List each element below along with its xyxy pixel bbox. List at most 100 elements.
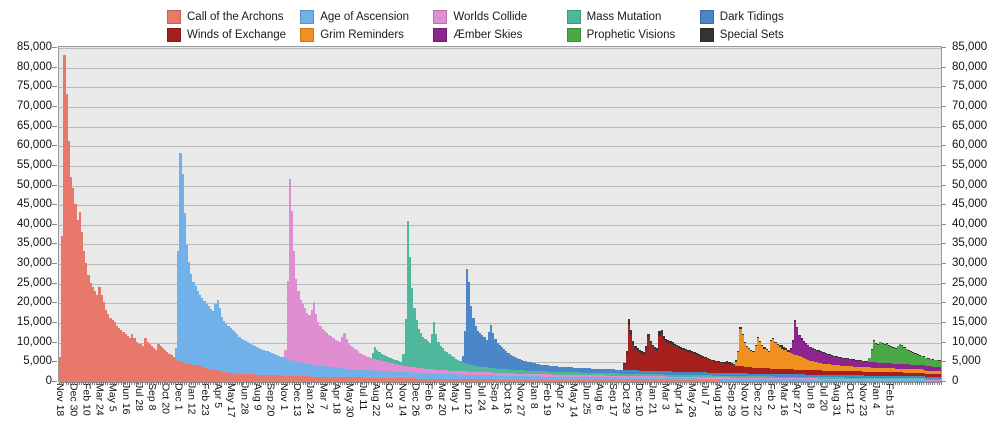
bar-column[interactable]	[822, 47, 825, 381]
bar-column[interactable]	[201, 47, 204, 381]
bar-column[interactable]	[411, 47, 414, 381]
bar-column[interactable]	[271, 47, 274, 381]
bar-column[interactable]	[376, 47, 379, 381]
bar-column[interactable]	[715, 47, 718, 381]
bar-column[interactable]	[818, 47, 821, 381]
bar-column[interactable]	[938, 47, 941, 381]
bar-column[interactable]	[728, 47, 731, 381]
bar-column[interactable]	[829, 47, 832, 381]
bar-column[interactable]	[671, 47, 674, 381]
bar-column[interactable]	[69, 47, 73, 381]
bar-column[interactable]	[234, 47, 237, 381]
bar-column[interactable]	[444, 47, 447, 381]
legend-item-age-of-ascension[interactable]: Age of Ascension	[300, 8, 433, 25]
bar-column[interactable]	[759, 47, 762, 381]
bar-column[interactable]	[568, 47, 571, 381]
bar-column[interactable]	[721, 47, 724, 381]
bar-column[interactable]	[277, 47, 280, 381]
bar-column[interactable]	[500, 47, 504, 381]
bar-column[interactable]	[284, 47, 287, 381]
bar-column[interactable]	[798, 47, 801, 381]
bar-column[interactable]	[726, 47, 729, 381]
bar-column[interactable]	[463, 47, 466, 381]
bar-column[interactable]	[682, 47, 685, 381]
bar-column[interactable]	[461, 47, 464, 381]
bar-column[interactable]	[927, 47, 930, 381]
bar-column[interactable]	[214, 47, 217, 381]
bar-column[interactable]	[750, 47, 753, 381]
bar-column[interactable]	[783, 47, 786, 381]
bar-column[interactable]	[505, 47, 508, 381]
bar-column[interactable]	[518, 47, 521, 381]
bar-column[interactable]	[804, 47, 808, 381]
bar-column[interactable]	[253, 47, 256, 381]
bar-column[interactable]	[129, 47, 132, 381]
bar-column[interactable]	[492, 47, 495, 381]
bar-column[interactable]	[787, 47, 790, 381]
bar-column[interactable]	[301, 47, 304, 381]
bar-column[interactable]	[485, 47, 488, 381]
bar-column[interactable]	[135, 47, 138, 381]
bar-column[interactable]	[67, 47, 70, 381]
bar-column[interactable]	[332, 47, 335, 381]
bar-column[interactable]	[831, 47, 834, 381]
bar-column[interactable]	[439, 47, 442, 381]
bar-column[interactable]	[205, 47, 208, 381]
bar-column[interactable]	[297, 47, 300, 381]
bar-column[interactable]	[883, 47, 886, 381]
bar-column[interactable]	[330, 47, 333, 381]
bar-column[interactable]	[811, 47, 814, 381]
bar-column[interactable]	[629, 47, 633, 381]
bar-column[interactable]	[925, 47, 928, 381]
bar-column[interactable]	[343, 47, 346, 381]
bar-column[interactable]	[378, 47, 381, 381]
bar-column[interactable]	[172, 47, 175, 381]
bar-column[interactable]	[621, 47, 624, 381]
bar-column[interactable]	[566, 47, 569, 381]
bar-column[interactable]	[899, 47, 902, 381]
bar-column[interactable]	[212, 47, 215, 381]
bar-column[interactable]	[704, 47, 707, 381]
bar-column[interactable]	[632, 47, 635, 381]
bar-column[interactable]	[905, 47, 908, 381]
bar-column[interactable]	[745, 47, 749, 381]
bar-column[interactable]	[310, 47, 313, 381]
bar-column[interactable]	[85, 47, 88, 381]
bar-column[interactable]	[496, 47, 499, 381]
bar-column[interactable]	[389, 47, 392, 381]
bar-column[interactable]	[833, 47, 836, 381]
bar-column[interactable]	[139, 47, 143, 381]
bar-column[interactable]	[575, 47, 578, 381]
bar-column[interactable]	[448, 47, 451, 381]
legend-item-winds-of-exchange[interactable]: Winds of Exchange	[167, 26, 300, 43]
bar-column[interactable]	[102, 47, 105, 381]
bar-column[interactable]	[470, 47, 473, 381]
bar-column[interactable]	[522, 47, 525, 381]
bar-column[interactable]	[437, 47, 440, 381]
bar-column[interactable]	[459, 47, 462, 381]
bar-column[interactable]	[387, 47, 390, 381]
legend-item-grim-reminders[interactable]: Grim Reminders	[300, 26, 433, 43]
bar-column[interactable]	[382, 47, 385, 381]
bar-column[interactable]	[894, 47, 897, 381]
bar-column[interactable]	[527, 47, 530, 381]
bar-column[interactable]	[931, 47, 934, 381]
bar-column[interactable]	[347, 47, 350, 381]
bar-column[interactable]	[643, 47, 646, 381]
bar-column[interactable]	[282, 47, 285, 381]
bar-column[interactable]	[144, 47, 147, 381]
bar-column[interactable]	[524, 47, 528, 381]
bar-column[interactable]	[76, 47, 79, 381]
bar-column[interactable]	[658, 47, 661, 381]
bar-column[interactable]	[433, 47, 436, 381]
bar-column[interactable]	[713, 47, 716, 381]
bar-column[interactable]	[72, 47, 75, 381]
bar-column[interactable]	[907, 47, 910, 381]
bar-column[interactable]	[737, 47, 740, 381]
bar-column[interactable]	[494, 47, 497, 381]
bar-column[interactable]	[850, 47, 854, 381]
bar-column[interactable]	[645, 47, 648, 381]
bar-column[interactable]	[345, 47, 348, 381]
bar-column[interactable]	[107, 47, 110, 381]
bar-column[interactable]	[148, 47, 151, 381]
